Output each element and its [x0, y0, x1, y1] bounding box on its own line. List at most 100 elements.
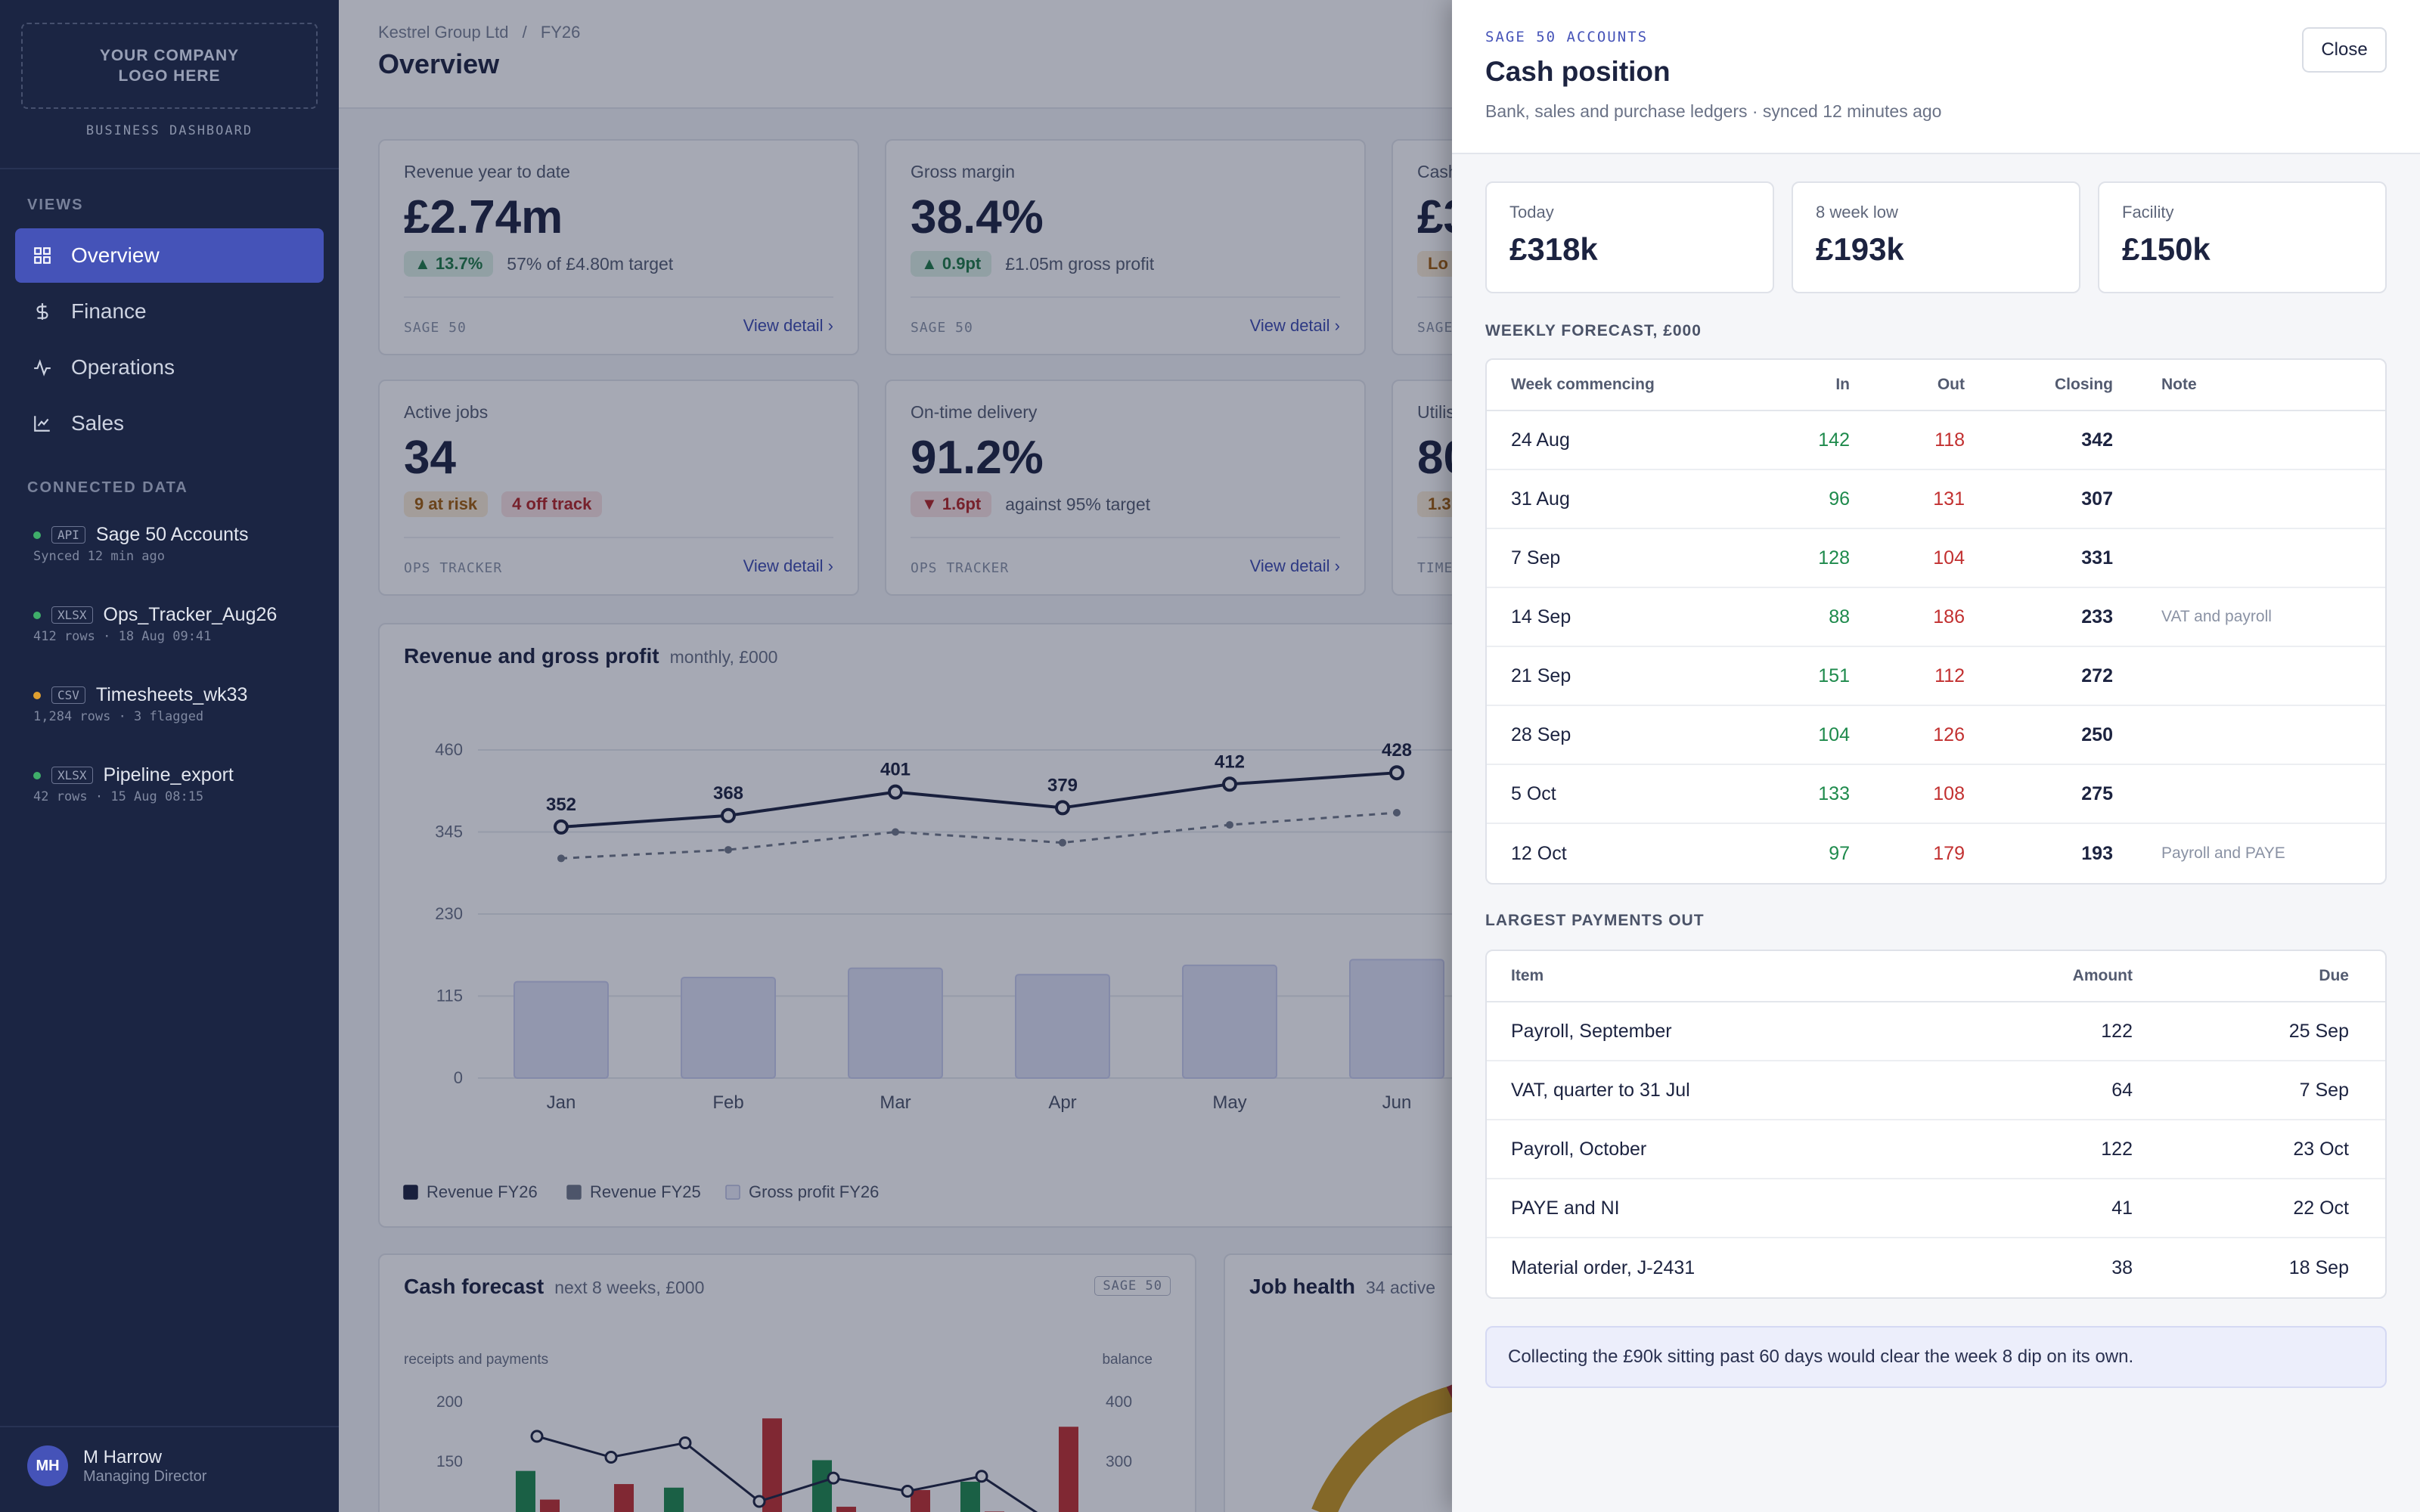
- section-title-text: Job health: [1249, 1275, 1356, 1298]
- change-badge: ▲ 13.7%: [404, 251, 494, 277]
- data-source-item[interactable]: API Sage 50 Accounts Synced 12 min ago: [33, 522, 328, 564]
- cell-due: 7 Sep: [2299, 1079, 2349, 1101]
- point-revenue-fy25: [557, 854, 565, 863]
- cell-closing: 272: [2081, 665, 2113, 686]
- kpi-detail: ▲ 0.9pt £1.05m gross profit: [911, 251, 1154, 277]
- table-row[interactable]: 12 Oct 97 179 193 Payroll and PAYE: [1487, 824, 2385, 883]
- close-button[interactable]: Close: [2302, 27, 2387, 73]
- cell-week: 31 Aug: [1511, 488, 1570, 510]
- kpi-detail: ▲ 13.7% 57% of £4.80m target: [404, 251, 673, 277]
- cell-note: Payroll and PAYE: [2161, 844, 2285, 862]
- table-row[interactable]: Payroll, September 122 25 Sep: [1487, 1002, 2385, 1061]
- source-type-badge: CSV: [51, 686, 85, 704]
- stat-label: 8 week low: [1816, 203, 1898, 222]
- y-tick-label: 200: [436, 1393, 463, 1411]
- cell-week: 5 Oct: [1511, 782, 1556, 804]
- data-source-item[interactable]: XLSX Pipeline_export 42 rows · 15 Aug 08:1…: [33, 762, 328, 804]
- cell-in: 97: [1829, 842, 1850, 864]
- y-tick-label: 150: [436, 1453, 463, 1470]
- kpi-label: Gross margin: [911, 162, 1016, 181]
- y-tick-label: 345: [435, 823, 463, 841]
- kpi-card[interactable]: On-time delivery 91.2% ▼ 1.6pt against 95% …: [885, 380, 1366, 596]
- table-row[interactable]: Payroll, October 122 23 Oct: [1487, 1120, 2385, 1179]
- cell-closing: 342: [2081, 429, 2113, 451]
- breadcrumb-company[interactable]: Kestrel Group Ltd: [378, 23, 509, 42]
- x-tick-label: Mar: [880, 1092, 911, 1113]
- table-row[interactable]: VAT, quarter to 31 Jul 64 7 Sep: [1487, 1061, 2385, 1120]
- y-tick-label: 0: [454, 1068, 463, 1087]
- kpi-detail: 9 at risk 4 off track: [404, 491, 616, 517]
- cell-item: PAYE and NI: [1511, 1197, 1620, 1219]
- sidebar-item-sales[interactable]: Sales: [15, 396, 324, 451]
- table-row[interactable]: 5 Oct 133 108 275: [1487, 765, 2385, 824]
- col-header-note: Note: [2161, 376, 2197, 393]
- cell-due: 25 Sep: [2288, 1020, 2349, 1042]
- table-row[interactable]: 31 Aug 96 131 307: [1487, 470, 2385, 529]
- kpi-card[interactable]: Active jobs 34 9 at risk 4 off track OPS TRA…: [378, 380, 859, 596]
- cell-out: 112: [1934, 665, 1965, 686]
- bar-in: [960, 1481, 980, 1512]
- status-dot: [33, 692, 41, 699]
- user-profile[interactable]: MH M Harrow Managing Director: [27, 1445, 206, 1486]
- cash-position-panel: SAGE 50 ACCOUNTS Cash position Bank, sal…: [1452, 0, 2420, 1512]
- table-row[interactable]: 21 Sep 151 112 272: [1487, 647, 2385, 706]
- kpi-card[interactable]: Revenue year to date £2.74m ▲ 13.7% 57% of …: [378, 139, 859, 355]
- payments-table-label: LARGEST PAYMENTS OUT: [1485, 912, 1705, 929]
- bar-gross-profit: [1015, 974, 1110, 1079]
- cell-week: 21 Sep: [1511, 665, 1571, 686]
- bar-out: [540, 1499, 560, 1512]
- stat-facility: Facility £150k: [2098, 181, 2387, 293]
- point-closing-balance: [678, 1436, 692, 1450]
- sidebar-item-finance[interactable]: Finance: [15, 284, 324, 339]
- view-detail-link[interactable]: View detail ›: [743, 556, 833, 575]
- line-chart-icon: [32, 413, 53, 434]
- grid-icon: [32, 245, 53, 266]
- cell-closing: 233: [2081, 606, 2113, 627]
- col-header-week: Week commencing: [1511, 376, 1655, 393]
- point-revenue-fy26: [1222, 776, 1237, 792]
- panel-subtitle: Bank, sales and purchase ledgers · synce…: [1485, 101, 1942, 121]
- table-row[interactable]: 24 Aug 142 118 342: [1487, 411, 2385, 470]
- data-source-item[interactable]: XLSX Ops_Tracker_Aug26 412 rows · 18 Aug 0…: [33, 602, 328, 644]
- view-detail-link[interactable]: View detail ›: [1249, 316, 1340, 335]
- breadcrumb-year[interactable]: FY26: [540, 23, 581, 42]
- bar-in: [812, 1460, 832, 1512]
- x-tick-label: Apr: [1048, 1092, 1076, 1113]
- table-row[interactable]: 14 Sep 88 186 233 VAT and payroll: [1487, 588, 2385, 647]
- cell-in: 151: [1818, 665, 1850, 686]
- cell-amount: 38: [2111, 1256, 2133, 1278]
- y-tick-label: 115: [436, 987, 463, 1005]
- kpi-card[interactable]: Gross margin 38.4% ▲ 0.9pt £1.05m gross pro…: [885, 139, 1366, 355]
- card-divider: [404, 537, 833, 538]
- view-detail-link[interactable]: View detail ›: [743, 316, 833, 335]
- company-logo-placeholder[interactable]: YOUR COMPANY LOGO HERE: [21, 23, 318, 109]
- sidebar-item-operations[interactable]: Operations: [15, 340, 324, 395]
- user-role: Managing Director: [83, 1467, 207, 1485]
- data-label: 352: [546, 795, 576, 815]
- line-revenue-fy26: [560, 771, 1398, 829]
- cell-due: 23 Oct: [2293, 1138, 2349, 1160]
- source-name: Timesheets_wk33: [95, 683, 248, 705]
- cell-closing: 331: [2081, 547, 2113, 569]
- cell-closing: 307: [2081, 488, 2113, 510]
- point-closing-balance: [827, 1471, 840, 1485]
- bar-out: [1059, 1427, 1078, 1512]
- user-name: M Harrow: [83, 1446, 163, 1467]
- table-row[interactable]: PAYE and NI 41 22 Oct: [1487, 1179, 2385, 1238]
- point-revenue-fy26: [1389, 765, 1404, 781]
- table-row[interactable]: Material order, J-2431 38 18 Sep: [1487, 1238, 2385, 1297]
- kpi-value: 34: [404, 432, 456, 484]
- kpi-source: OPS TRACKER: [911, 560, 1010, 576]
- cell-in: 128: [1818, 547, 1850, 569]
- change-badge: ▼ 1.6pt: [911, 491, 992, 517]
- table-row[interactable]: 28 Sep 104 126 250: [1487, 706, 2385, 765]
- source-type-badge: API: [51, 525, 85, 544]
- view-detail-link[interactable]: View detail ›: [1249, 556, 1340, 575]
- table-row[interactable]: 7 Sep 128 104 331: [1487, 529, 2385, 588]
- cash-forecast-card: Cash forecast next 8 weeks, £000 SAGE 50 …: [378, 1253, 1196, 1512]
- kpi-label: On-time delivery: [911, 402, 1038, 422]
- cell-out: 186: [1933, 606, 1965, 627]
- change-badge: 9 at risk: [404, 491, 489, 517]
- sidebar-item-overview[interactable]: Overview: [15, 228, 324, 283]
- data-source-item[interactable]: CSV Timesheets_wk33 1,284 rows · 3 flagged: [33, 682, 328, 724]
